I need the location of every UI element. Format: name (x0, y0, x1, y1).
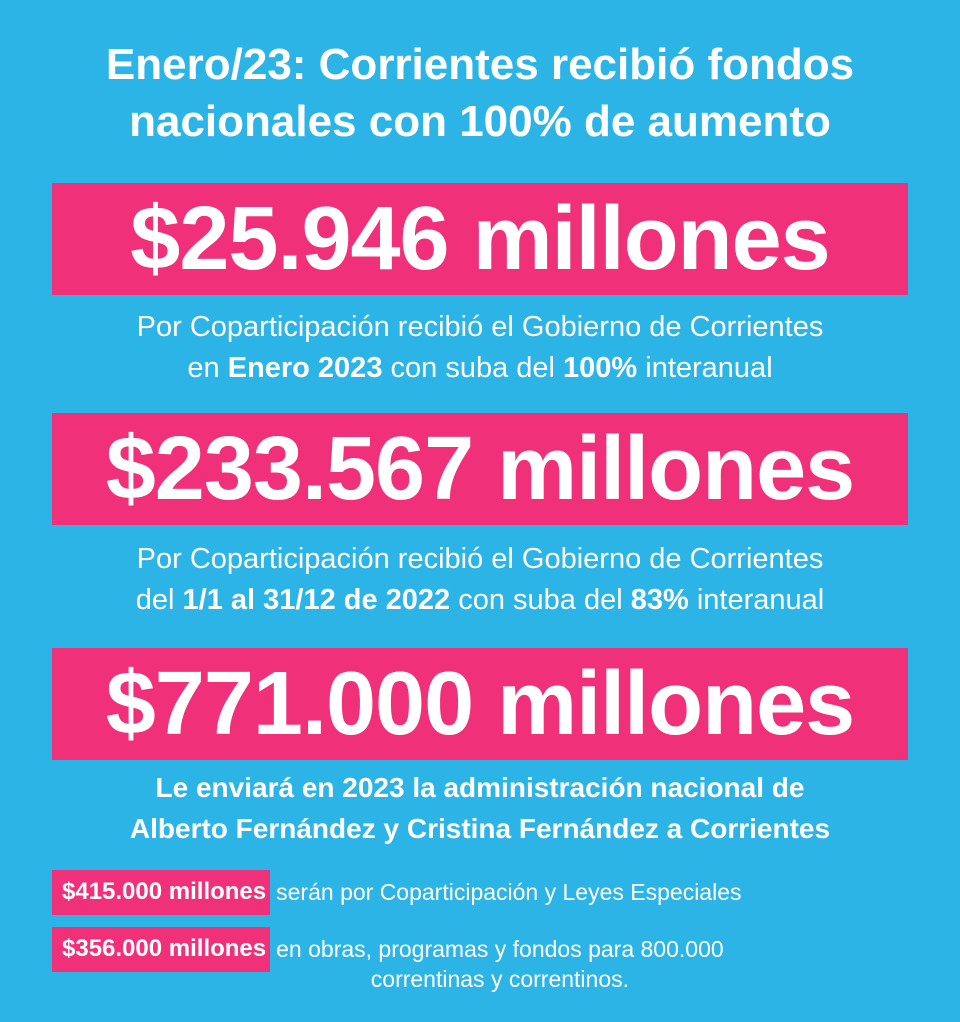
caption-2022: Por Coparticipación recibió el Gobierno … (0, 539, 960, 621)
caption-line: del 1/1 al 31/12 de 2022 con suba del 83… (135, 584, 825, 616)
caption-line: Alberto Fernández y Cristina Fernández a… (129, 813, 831, 844)
headline-line-2: nacionales con 100% de aumento (129, 97, 831, 146)
breakdown-item: $415.000 millones serán por Coparticipaci… (52, 870, 742, 915)
caption-line: Le enviará en 2023 la administración nac… (155, 772, 805, 803)
amount-banner-2023: $771.000 millones (52, 648, 908, 760)
breakdown-text: en obras, programas y fondos para 800.00… (276, 936, 724, 992)
breakdown-text: serán por Coparticipación y Leyes Especi… (276, 879, 742, 905)
caption-january: Por Coparticipación recibió el Gobierno … (0, 307, 960, 389)
breakdown-amount: $415.000 millones (52, 870, 271, 915)
amount-banner-2022: $233.567 millones (52, 413, 908, 525)
amount-banner-january: $25.946 millones (52, 183, 908, 295)
caption-2023: Le enviará en 2023 la administración nac… (0, 767, 960, 849)
caption-line: Por Coparticipación recibió el Gobierno … (136, 543, 824, 575)
headline: Enero/23: Corrientes recibió fondos naci… (0, 36, 960, 150)
caption-line: en Enero 2023 con suba del 100% interanu… (187, 352, 773, 384)
headline-line-1: Enero/23: Corrientes recibió fondos (105, 40, 855, 89)
breakdown-item: $356.000 millones en obras, programas y f… (52, 927, 724, 994)
caption-line: Por Coparticipación recibió el Gobierno … (136, 311, 824, 343)
breakdown-amount: $356.000 millones (52, 927, 271, 972)
